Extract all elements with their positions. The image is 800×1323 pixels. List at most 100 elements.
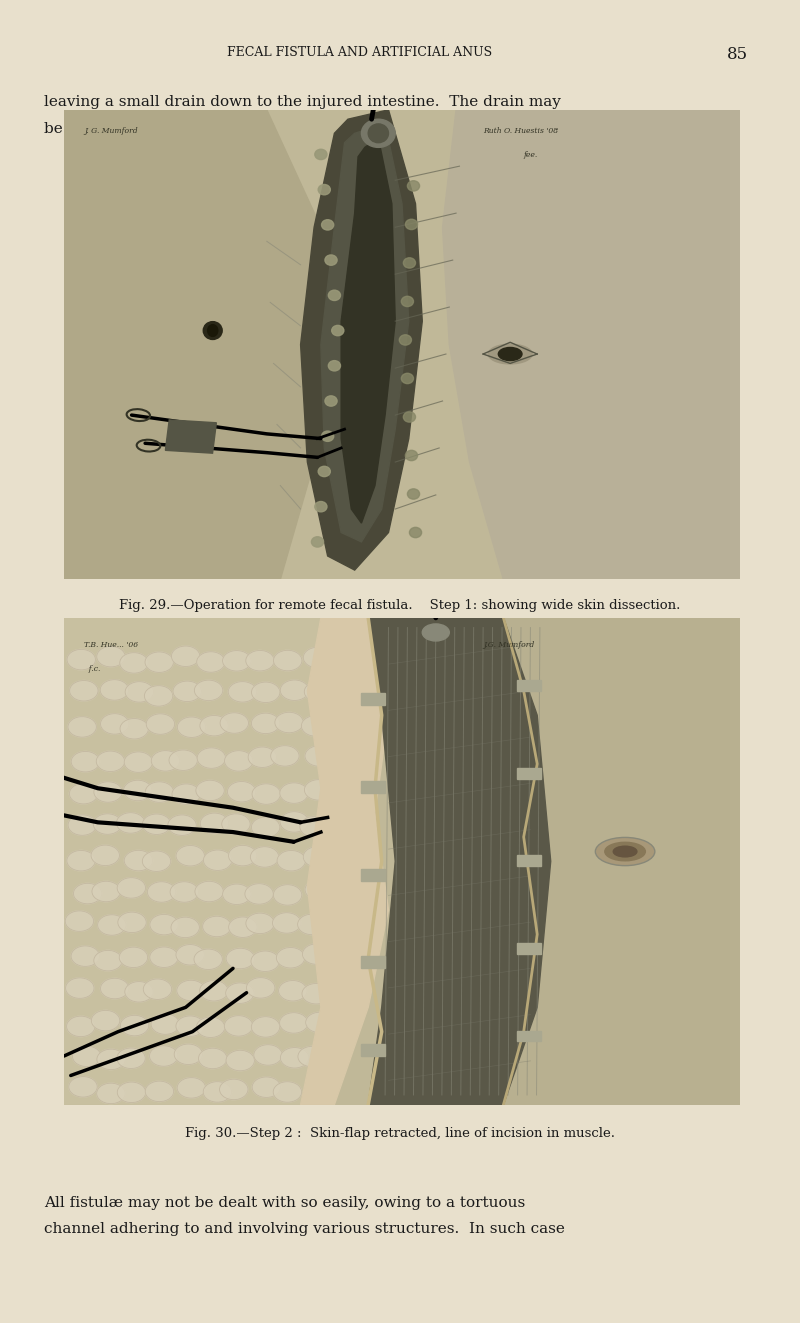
Ellipse shape xyxy=(220,713,249,733)
Ellipse shape xyxy=(146,714,174,734)
Ellipse shape xyxy=(94,814,122,835)
Ellipse shape xyxy=(68,815,97,835)
Bar xyxy=(517,856,541,867)
Ellipse shape xyxy=(120,652,148,673)
Ellipse shape xyxy=(227,782,256,802)
Ellipse shape xyxy=(407,181,419,191)
Ellipse shape xyxy=(276,947,305,968)
Ellipse shape xyxy=(173,681,202,701)
Polygon shape xyxy=(301,618,389,1105)
Ellipse shape xyxy=(273,913,301,933)
Ellipse shape xyxy=(311,537,323,548)
Ellipse shape xyxy=(168,815,196,835)
Ellipse shape xyxy=(305,746,334,766)
Ellipse shape xyxy=(118,912,146,933)
Ellipse shape xyxy=(228,681,257,703)
Ellipse shape xyxy=(224,1016,253,1036)
Ellipse shape xyxy=(194,949,222,970)
Ellipse shape xyxy=(144,685,173,706)
Ellipse shape xyxy=(614,847,637,857)
Polygon shape xyxy=(301,110,422,570)
Ellipse shape xyxy=(332,325,344,336)
Ellipse shape xyxy=(605,843,646,861)
Ellipse shape xyxy=(318,466,330,476)
Text: Fig. 29.—Operation for remote fecal fistula.    Step 1: showing wide skin dissec: Fig. 29.—Operation for remote fecal fist… xyxy=(119,599,681,613)
Ellipse shape xyxy=(200,716,228,736)
Ellipse shape xyxy=(68,717,96,737)
Ellipse shape xyxy=(229,845,257,865)
Ellipse shape xyxy=(74,884,102,904)
Text: fee.: fee. xyxy=(524,151,538,159)
Ellipse shape xyxy=(147,881,176,902)
Ellipse shape xyxy=(488,344,532,364)
Ellipse shape xyxy=(66,1016,95,1037)
Ellipse shape xyxy=(97,1049,126,1069)
Ellipse shape xyxy=(368,124,389,143)
Ellipse shape xyxy=(194,680,222,701)
Ellipse shape xyxy=(280,812,309,832)
Ellipse shape xyxy=(251,683,280,703)
Bar xyxy=(517,1031,541,1041)
Ellipse shape xyxy=(70,680,98,701)
Ellipse shape xyxy=(322,220,334,230)
Ellipse shape xyxy=(101,713,129,734)
Ellipse shape xyxy=(117,877,146,898)
Polygon shape xyxy=(341,138,395,523)
Ellipse shape xyxy=(202,917,231,937)
Ellipse shape xyxy=(328,361,341,370)
Ellipse shape xyxy=(150,914,178,935)
Ellipse shape xyxy=(151,750,180,771)
Ellipse shape xyxy=(143,979,172,999)
Ellipse shape xyxy=(195,881,223,902)
Bar xyxy=(362,693,385,705)
Ellipse shape xyxy=(270,746,299,766)
Ellipse shape xyxy=(225,750,253,771)
Ellipse shape xyxy=(298,1046,326,1066)
Ellipse shape xyxy=(200,814,229,833)
Ellipse shape xyxy=(100,680,129,700)
Ellipse shape xyxy=(208,324,218,336)
Ellipse shape xyxy=(120,1015,149,1036)
Polygon shape xyxy=(368,618,550,1105)
Ellipse shape xyxy=(94,950,122,971)
Ellipse shape xyxy=(278,980,307,1002)
Ellipse shape xyxy=(222,651,251,671)
Text: T.B. Hue... '06: T.B. Hue... '06 xyxy=(84,642,138,650)
Ellipse shape xyxy=(124,751,153,773)
Ellipse shape xyxy=(402,296,414,307)
Ellipse shape xyxy=(498,348,522,361)
Ellipse shape xyxy=(66,978,94,999)
Ellipse shape xyxy=(117,1048,146,1069)
Ellipse shape xyxy=(170,881,198,902)
Ellipse shape xyxy=(250,847,278,867)
Ellipse shape xyxy=(245,884,274,904)
Ellipse shape xyxy=(406,220,418,230)
Ellipse shape xyxy=(70,783,98,804)
Ellipse shape xyxy=(69,1077,98,1097)
Ellipse shape xyxy=(251,818,280,837)
Ellipse shape xyxy=(280,783,308,803)
Ellipse shape xyxy=(300,816,328,837)
Ellipse shape xyxy=(203,1082,232,1102)
Ellipse shape xyxy=(150,947,178,967)
Polygon shape xyxy=(64,110,334,579)
Bar xyxy=(517,943,541,954)
Ellipse shape xyxy=(226,949,254,968)
Ellipse shape xyxy=(172,785,200,804)
Ellipse shape xyxy=(298,914,326,934)
Ellipse shape xyxy=(178,717,206,737)
Ellipse shape xyxy=(302,943,331,964)
Ellipse shape xyxy=(203,321,222,340)
Ellipse shape xyxy=(67,650,95,669)
Ellipse shape xyxy=(200,980,228,1002)
Ellipse shape xyxy=(422,624,450,640)
Ellipse shape xyxy=(98,914,126,935)
Ellipse shape xyxy=(125,681,154,703)
Bar xyxy=(517,680,541,691)
Ellipse shape xyxy=(118,1082,146,1102)
Ellipse shape xyxy=(142,814,170,835)
Ellipse shape xyxy=(274,1082,302,1102)
Ellipse shape xyxy=(142,851,170,872)
Text: leaving a small drain down to the injured intestine.  The drain may: leaving a small drain down to the injure… xyxy=(44,95,561,110)
Ellipse shape xyxy=(410,528,422,537)
